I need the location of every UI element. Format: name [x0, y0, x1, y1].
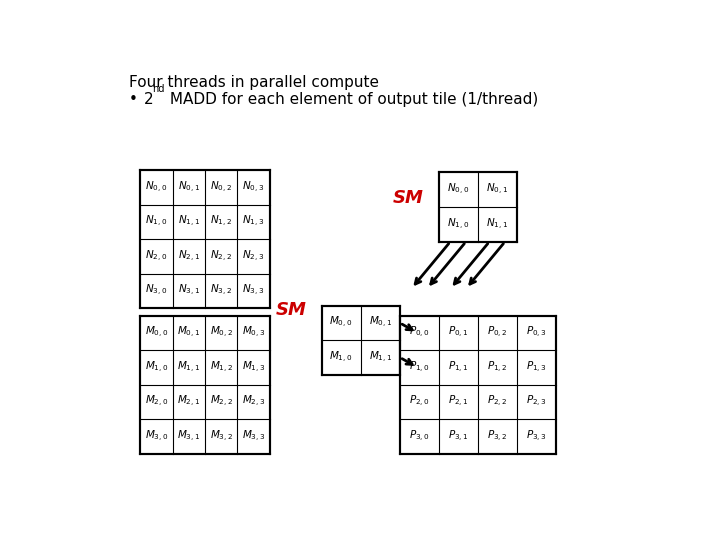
Text: $N_{0,1}$: $N_{0,1}$ — [178, 180, 200, 195]
Text: $M_{3,3}$: $M_{3,3}$ — [242, 429, 265, 444]
Bar — [140, 170, 270, 308]
Text: $P_{2,3}$: $P_{2,3}$ — [526, 394, 546, 409]
Text: $M_{3,2}$: $M_{3,2}$ — [210, 429, 233, 444]
Text: •: • — [129, 92, 138, 107]
Text: $M_{1,1}$: $M_{1,1}$ — [177, 360, 200, 375]
Text: $P_{2,2}$: $P_{2,2}$ — [487, 394, 508, 409]
Text: $N_{1,0}$: $N_{1,0}$ — [447, 217, 469, 232]
Text: $P_{1,3}$: $P_{1,3}$ — [526, 360, 546, 375]
Text: SM: SM — [276, 301, 306, 319]
Text: $P_{0,2}$: $P_{0,2}$ — [487, 325, 508, 340]
Text: $P_{0,1}$: $P_{0,1}$ — [448, 325, 469, 340]
Text: $N_{3,2}$: $N_{3,2}$ — [210, 284, 232, 298]
Text: $P_{1,1}$: $P_{1,1}$ — [448, 360, 469, 375]
Text: $N_{2,1}$: $N_{2,1}$ — [178, 249, 200, 264]
Text: $N_{1,2}$: $N_{1,2}$ — [210, 214, 232, 230]
Bar — [322, 306, 400, 375]
Text: $M_{2,0}$: $M_{2,0}$ — [145, 394, 168, 409]
Text: $N_{0,0}$: $N_{0,0}$ — [447, 182, 469, 197]
Text: $M_{1,1}$: $M_{1,1}$ — [369, 350, 392, 365]
Bar — [140, 315, 270, 454]
Text: $N_{3,3}$: $N_{3,3}$ — [243, 284, 264, 298]
Text: $N_{0,2}$: $N_{0,2}$ — [210, 180, 232, 195]
Text: nd: nd — [153, 84, 165, 93]
Text: $P_{0,0}$: $P_{0,0}$ — [409, 325, 430, 340]
Text: Four threads in parallel compute: Four threads in parallel compute — [129, 75, 379, 90]
Text: $N_{1,3}$: $N_{1,3}$ — [243, 214, 264, 230]
Text: $M_{3,1}$: $M_{3,1}$ — [177, 429, 200, 444]
Text: $N_{3,1}$: $N_{3,1}$ — [178, 284, 200, 298]
Text: $N_{3,0}$: $N_{3,0}$ — [145, 284, 168, 298]
Text: $M_{2,2}$: $M_{2,2}$ — [210, 394, 233, 409]
Text: $M_{0,2}$: $M_{0,2}$ — [210, 325, 233, 340]
Text: $N_{0,1}$: $N_{0,1}$ — [486, 182, 508, 197]
Text: $P_{2,1}$: $P_{2,1}$ — [448, 394, 469, 409]
Text: $P_{3,3}$: $P_{3,3}$ — [526, 429, 546, 444]
Text: $P_{0,3}$: $P_{0,3}$ — [526, 325, 546, 340]
Text: $M_{0,3}$: $M_{0,3}$ — [242, 325, 265, 340]
Text: $M_{1,0}$: $M_{1,0}$ — [329, 350, 353, 365]
Text: $P_{3,2}$: $P_{3,2}$ — [487, 429, 508, 444]
Text: $P_{2,0}$: $P_{2,0}$ — [409, 394, 430, 409]
Text: $N_{1,1}$: $N_{1,1}$ — [486, 217, 508, 232]
Text: $M_{3,0}$: $M_{3,0}$ — [145, 429, 168, 444]
Bar — [438, 172, 517, 241]
Text: $M_{0,0}$: $M_{0,0}$ — [329, 315, 353, 330]
Text: $M_{0,1}$: $M_{0,1}$ — [369, 315, 392, 330]
Text: MADD for each element of output tile (1/thread): MADD for each element of output tile (1/… — [165, 92, 538, 107]
Text: $P_{3,0}$: $P_{3,0}$ — [409, 429, 430, 444]
Text: $N_{0,3}$: $N_{0,3}$ — [243, 180, 264, 195]
Text: $N_{1,0}$: $N_{1,0}$ — [145, 214, 168, 230]
Text: $N_{0,0}$: $N_{0,0}$ — [145, 180, 168, 195]
Text: $M_{1,2}$: $M_{1,2}$ — [210, 360, 233, 375]
Text: $M_{2,3}$: $M_{2,3}$ — [242, 394, 265, 409]
Text: $P_{1,0}$: $P_{1,0}$ — [409, 360, 430, 375]
Text: $N_{2,0}$: $N_{2,0}$ — [145, 249, 168, 264]
Text: $N_{1,1}$: $N_{1,1}$ — [178, 214, 200, 230]
Text: $N_{2,3}$: $N_{2,3}$ — [243, 249, 264, 264]
Text: $M_{2,1}$: $M_{2,1}$ — [177, 394, 200, 409]
Text: $N_{2,2}$: $N_{2,2}$ — [210, 249, 232, 264]
Bar — [400, 315, 556, 454]
Text: $M_{0,1}$: $M_{0,1}$ — [177, 325, 200, 340]
Text: $M_{1,3}$: $M_{1,3}$ — [242, 360, 265, 375]
Text: $P_{3,1}$: $P_{3,1}$ — [448, 429, 469, 444]
Text: $M_{1,0}$: $M_{1,0}$ — [145, 360, 168, 375]
Text: $M_{0,0}$: $M_{0,0}$ — [145, 325, 168, 340]
Text: $P_{1,2}$: $P_{1,2}$ — [487, 360, 508, 375]
Text: SM: SM — [392, 189, 423, 207]
Text: 2: 2 — [143, 92, 153, 107]
